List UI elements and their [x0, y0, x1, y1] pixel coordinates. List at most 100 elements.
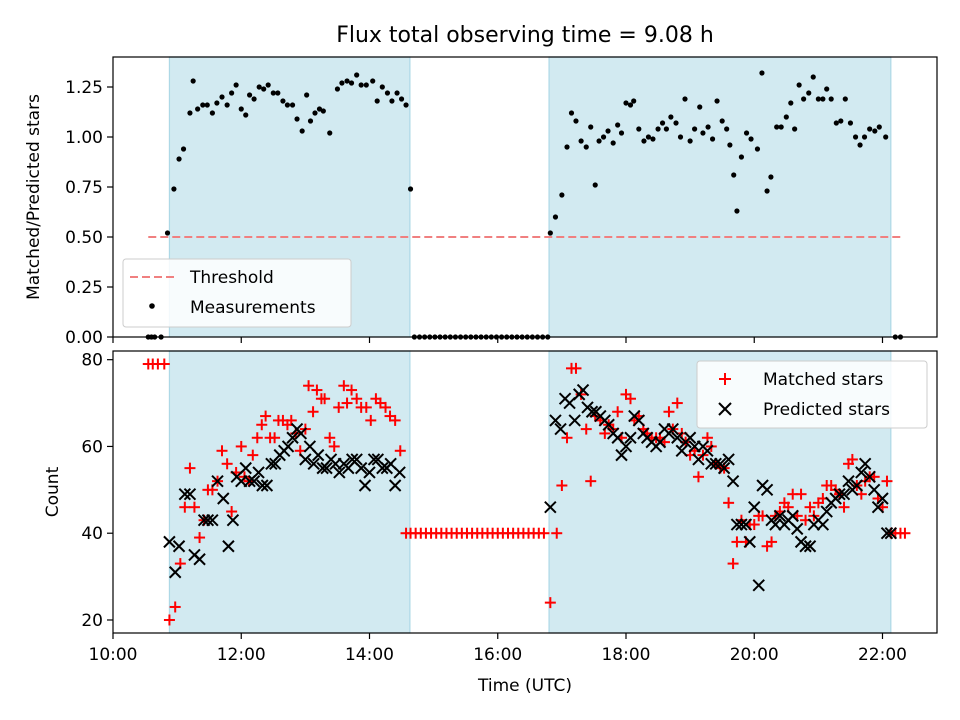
- matched-star-point: [365, 414, 377, 426]
- measurement-point: [209, 110, 215, 116]
- bottom-ytick-label: 80: [81, 351, 103, 371]
- measurement-point: [552, 214, 559, 220]
- measurement-point: [600, 134, 607, 140]
- matched-star-point: [169, 601, 181, 613]
- measurement-point: [705, 124, 711, 130]
- measurement-point: [312, 110, 318, 116]
- measurement-point: [243, 112, 249, 118]
- predicted-star-point: [311, 448, 325, 462]
- predicted-star-point: [393, 466, 406, 479]
- matched-star-point: [194, 532, 206, 544]
- measurement-point: [838, 118, 844, 124]
- measurement-point: [641, 138, 647, 144]
- predicted-star-point: [222, 540, 235, 553]
- observing-window-0: [168, 350, 411, 634]
- bottom-xtick-label: 22:00: [858, 645, 907, 665]
- measurement-point: [195, 106, 201, 112]
- predicted-star-point: [354, 461, 368, 475]
- predicted-star-point: [163, 535, 176, 549]
- predicted-star-point: [239, 461, 252, 475]
- measurement-point: [743, 130, 750, 136]
- predicted-star-point: [671, 431, 684, 444]
- matched-star-point: [324, 432, 336, 444]
- measurement-point: [700, 130, 706, 136]
- measurement-point: [806, 90, 812, 96]
- matched-star-point: [899, 527, 911, 539]
- measurement-point: [164, 230, 171, 236]
- measurement-point: [663, 126, 669, 132]
- predicted-star-point: [307, 457, 320, 471]
- measurement-point: [564, 144, 570, 150]
- measurement-point: [238, 106, 244, 112]
- matched-star-point: [351, 393, 363, 405]
- measurement-point: [176, 156, 182, 162]
- predicted-star-point: [358, 479, 372, 492]
- matched-star-point: [544, 597, 556, 609]
- predicted-star-point: [619, 440, 633, 453]
- predicted-star-point: [632, 414, 646, 427]
- predicted-star-point: [206, 513, 219, 527]
- predicted-star-point: [705, 457, 718, 471]
- matched-star-point: [727, 558, 739, 570]
- legend-measurements-marker: [149, 303, 155, 309]
- measurement-point: [284, 102, 291, 108]
- predicted-star-point: [585, 405, 599, 418]
- measurement-point: [759, 70, 765, 76]
- matched-star-point: [338, 380, 350, 392]
- measurement-point: [214, 100, 220, 106]
- top-panel: 0.00 0.25 0.50 0.75 1.00 1.25 Matched/Predict…: [24, 56, 938, 348]
- measurement-point: [872, 128, 878, 134]
- matched-star-point: [184, 462, 196, 474]
- measurement-point: [327, 130, 333, 136]
- measurement-point: [748, 136, 754, 142]
- measurement-point: [615, 122, 621, 128]
- measurement-point: [824, 86, 830, 92]
- predicted-star-point: [388, 479, 402, 492]
- predicted-star-point: [752, 579, 765, 592]
- predicted-star-point: [211, 474, 224, 488]
- measurement-point: [810, 74, 816, 80]
- matched-star-point: [389, 414, 401, 426]
- measurement-point: [270, 90, 276, 96]
- matched-star-point: [328, 440, 340, 452]
- predicted-star-point: [615, 448, 628, 462]
- predicted-star-point: [247, 474, 261, 488]
- measurement-point: [788, 100, 794, 106]
- measurement-point: [731, 172, 737, 178]
- measurement-point: [659, 120, 666, 126]
- measurement-point: [559, 192, 565, 198]
- measurement-point: [682, 96, 688, 102]
- matched-star-point: [846, 453, 858, 465]
- predicted-star-point: [855, 466, 868, 479]
- measurement-point: [307, 118, 314, 124]
- measurement-point: [358, 82, 364, 88]
- predicted-star-point: [773, 509, 787, 523]
- measurement-point: [738, 154, 745, 160]
- top-ytick-label: 0.50: [65, 228, 103, 248]
- top-ytick-label: 0.00: [65, 328, 103, 348]
- matched-star-point: [269, 432, 281, 444]
- measurement-point: [627, 102, 634, 108]
- matched-star-point: [795, 488, 807, 500]
- predicted-star-point: [217, 492, 230, 505]
- predicted-star-point: [376, 461, 389, 475]
- measurement-point: [796, 82, 802, 88]
- predicted-star-point: [858, 457, 872, 471]
- matched-star-point: [307, 406, 319, 418]
- predicted-star-point: [201, 513, 215, 527]
- predicted-star-point: [260, 479, 274, 492]
- legend-matched-marker: [719, 373, 731, 385]
- predicted-star-point: [820, 505, 833, 518]
- predicted-star-point: [871, 500, 885, 514]
- predicted-star-point: [299, 453, 312, 466]
- matched-star-point: [838, 501, 850, 513]
- measurement-point: [180, 146, 187, 152]
- matched-star-point: [333, 401, 345, 413]
- bottom-ytick-label: 40: [81, 524, 103, 544]
- bottom-xtick-label: 12:00: [217, 645, 266, 665]
- predicted-star-point: [748, 500, 761, 514]
- predicted-star-point: [760, 483, 774, 497]
- measurement-point: [673, 120, 679, 126]
- matched-star-point: [612, 406, 624, 418]
